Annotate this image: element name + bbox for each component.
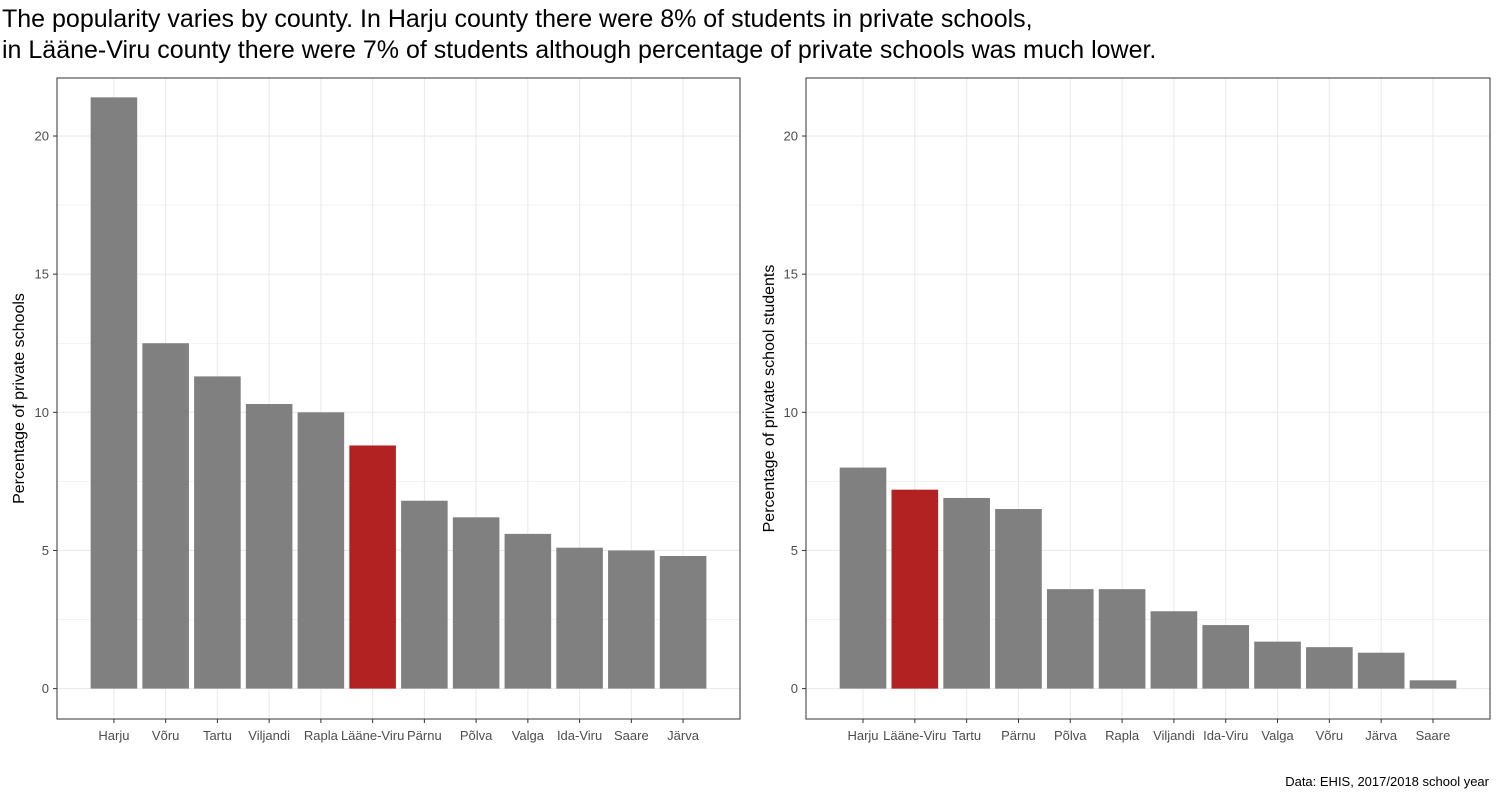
x-tick-label: Saare [1416,728,1451,743]
bar-ida-viru [1202,625,1250,689]
bar-tartu [194,376,241,689]
x-tick-label: Valga [512,728,545,743]
x-tick-label: Ida-Viru [1203,728,1248,743]
panel-1: 0 5 10 15 20 Harju Võru Tartu Viljandi Rapla Lääne… [11,77,741,743]
x-tick-label: Tartu [203,728,232,743]
y-tick-label: 15 [35,267,49,282]
bar-v-ru [142,343,189,689]
x-tick-label: Rapla [304,728,339,743]
y-tick-label: 5 [42,543,49,558]
chart-title-line-2: in Lääne-Viru county there were 7% of st… [2,36,1157,64]
bar-p-rnu [995,509,1042,689]
y-tick-label: 20 [784,129,798,144]
bar-saare [608,550,655,689]
x-tick-label: Tartu [952,728,981,743]
bar-tartu [943,497,990,689]
bar-ida-viru [556,547,603,689]
y-tick-label: 20 [35,129,49,144]
x-tick-label: Harju [847,728,878,743]
x-tick-label: Põlva [1054,728,1087,743]
x-tick-label: Põlva [460,728,493,743]
bar-rapla [297,412,345,689]
bar-valga [504,533,552,689]
data-source-caption: Data: EHIS, 2017/2018 school year [1285,774,1489,789]
y-tick-label: 10 [784,405,798,420]
x-tick-label: Viljandi [1153,728,1195,743]
y-tick-label: 0 [42,681,49,696]
x-tick-label: Valga [1261,728,1294,743]
panel-border [805,77,1491,720]
x-tick-label: Rapla [1105,728,1140,743]
x-tick-label: Järva [667,728,700,743]
x-tick-label: Pärnu [1001,728,1036,743]
chart-title: The popularity varies by county. In Harj… [2,4,1156,66]
bar-l-ne-viru [349,445,396,689]
bar-harju [839,467,887,689]
x-tick-label: Ida-Viru [557,728,602,743]
bar-saare [1409,680,1457,689]
bar-j-rva [1357,652,1405,689]
bar-p-lva [1046,589,1094,689]
x-tick-label: Lääne-Viru [883,728,946,743]
bar-valga [1254,641,1301,689]
y-tick-label: 5 [791,543,798,558]
x-tick-label: Saare [614,728,649,743]
bar-p-rnu [401,500,448,689]
bar-l-ne-viru [891,489,939,689]
x-tick-label: Võru [152,728,179,743]
x-tick-label: Harju [98,728,129,743]
y-tick-label: 15 [784,267,798,282]
panel-2: 0 5 10 15 20 Harju Lääne-Viru Tartu Pärnu Põlva Ra… [761,77,1491,743]
y-axis-title: Percentage of private schools [11,293,28,504]
bar-p-lva [452,517,500,689]
bar-rapla [1098,589,1146,689]
bar-v-ru [1306,647,1353,689]
y-axis-title: Percentage of private school students [761,265,778,533]
y-tick-label: 0 [791,681,798,696]
panel-border [56,77,741,720]
bar-harju [90,97,138,689]
x-tick-label: Lääne-Viru [341,728,404,743]
bar-viljandi [245,404,293,689]
x-tick-label: Pärnu [407,728,442,743]
x-tick-label: Viljandi [248,728,290,743]
y-tick-label: 10 [35,405,49,420]
chart-title-line-1: The popularity varies by county. In Harj… [2,5,1033,33]
bar-viljandi [1150,611,1198,689]
x-tick-label: Järva [1365,728,1398,743]
x-tick-label: Võru [1316,728,1343,743]
bar-j-rva [659,555,707,689]
